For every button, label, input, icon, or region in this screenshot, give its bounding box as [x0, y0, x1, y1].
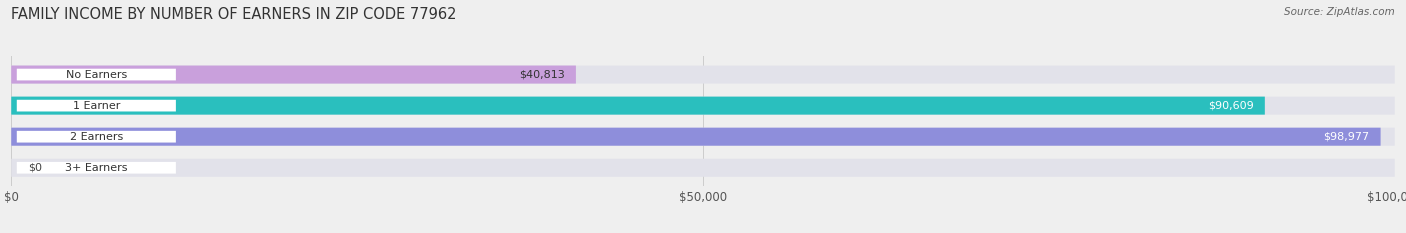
Text: $98,977: $98,977 [1323, 132, 1369, 142]
FancyBboxPatch shape [11, 65, 576, 84]
FancyBboxPatch shape [17, 162, 176, 174]
FancyBboxPatch shape [17, 69, 176, 80]
Text: 3+ Earners: 3+ Earners [65, 163, 128, 173]
Text: 1 Earner: 1 Earner [73, 101, 120, 111]
Text: No Earners: No Earners [66, 70, 127, 79]
FancyBboxPatch shape [17, 131, 176, 143]
FancyBboxPatch shape [11, 159, 1395, 177]
FancyBboxPatch shape [11, 97, 1265, 115]
FancyBboxPatch shape [11, 128, 1381, 146]
Text: $0: $0 [28, 163, 42, 173]
Text: $40,813: $40,813 [519, 70, 565, 79]
FancyBboxPatch shape [11, 97, 1395, 115]
Text: 2 Earners: 2 Earners [70, 132, 122, 142]
Text: Source: ZipAtlas.com: Source: ZipAtlas.com [1284, 7, 1395, 17]
FancyBboxPatch shape [11, 65, 1395, 84]
Text: $90,609: $90,609 [1208, 101, 1254, 111]
FancyBboxPatch shape [11, 128, 1395, 146]
FancyBboxPatch shape [17, 100, 176, 111]
Text: FAMILY INCOME BY NUMBER OF EARNERS IN ZIP CODE 77962: FAMILY INCOME BY NUMBER OF EARNERS IN ZI… [11, 7, 457, 22]
